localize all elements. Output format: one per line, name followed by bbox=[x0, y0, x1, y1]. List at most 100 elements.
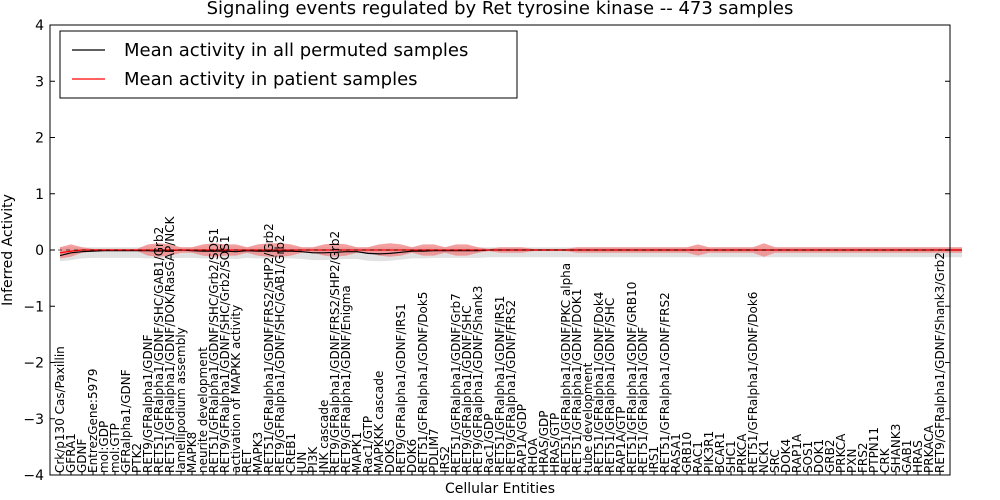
x-tick-label: PI3K bbox=[306, 446, 320, 473]
x-tick-label: neurite development bbox=[196, 347, 210, 473]
y-tick-label: −2 bbox=[23, 356, 44, 372]
x-tick-label: GDNF bbox=[75, 438, 89, 473]
legend-box bbox=[59, 30, 518, 99]
y-axis-title: Inferred Activity bbox=[0, 194, 16, 306]
y-tick-label: −1 bbox=[23, 299, 44, 315]
x-tick-label: RET51/GFRalpha1/GDNF/DOK/RasGAP/NCK bbox=[163, 215, 177, 473]
x-tick-label: RET9/GFRalpha1/GDNF/SHC bbox=[460, 305, 474, 473]
x-tick-label: RET51/GFRalpha1/GDNF/Dok5 bbox=[416, 292, 430, 473]
legend: Mean activity in all permuted samples Me… bbox=[59, 30, 518, 99]
x-tick-label: SHC1 bbox=[724, 440, 738, 473]
x-tick-label: RET51/GFRalpha1/GDNF/IRS1 bbox=[493, 296, 507, 473]
y-axis: −4 −3 −2 −1 0 1 2 3 4 bbox=[23, 18, 950, 484]
x-tick-label: RET51/GFRalpha1/GDNF/Dok4 bbox=[592, 292, 606, 473]
x-tick-label: MAPK3 bbox=[251, 432, 265, 473]
x-tick-label: GRB2 bbox=[823, 439, 837, 473]
y-tick-label: 3 bbox=[35, 74, 44, 90]
x-tick-label: CREB1 bbox=[284, 433, 298, 473]
x-tick-label: RET51/GFRalpha1/GDNF/SHC bbox=[603, 298, 617, 473]
x-tick-label: RET51/GFRalpha1/GDNF/FRS2/SHP2/Grb2 bbox=[262, 223, 276, 473]
x-tick-label: GFRA1 bbox=[64, 433, 78, 473]
x-tick-label: RET51/GFRalpha1/GDNF/GRB10 bbox=[625, 282, 639, 473]
x-tick-label: RET9/GFRalpha1/GDNF/SHC/Grb2/SOS1 bbox=[218, 235, 232, 473]
x-tick-label: RAP1A/GTP bbox=[614, 406, 628, 473]
x-tick-label: mol:GTP bbox=[108, 423, 122, 473]
x-tick-label: PRKCA bbox=[834, 433, 848, 473]
y-tick-label: 2 bbox=[35, 131, 44, 147]
x-tick-label: MAPK8 bbox=[185, 432, 199, 473]
x-tick-label: PDLIM7 bbox=[427, 428, 441, 473]
legend-label-patient: Mean activity in patient samples bbox=[124, 69, 418, 90]
x-tick-label: RAP1A bbox=[790, 433, 804, 473]
x-tick-label: RAC1 bbox=[691, 441, 705, 473]
x-tick-label: DOK5 bbox=[383, 439, 397, 473]
y-tick-label: −3 bbox=[23, 412, 44, 428]
patient-band bbox=[60, 243, 962, 259]
x-tick-label: PTPN11 bbox=[867, 427, 881, 473]
x-tick-label: Rac1/GDP bbox=[482, 414, 496, 473]
x-tick-label: MAPK1 bbox=[350, 432, 364, 473]
x-tick-label: RET bbox=[240, 449, 254, 473]
x-tick-label: MAPKKK cascade bbox=[372, 371, 386, 473]
x-tick-label: RET9/GFRalpha1/GDNF/IRS1 bbox=[394, 303, 408, 473]
x-tick-label: GRB10 bbox=[680, 432, 694, 473]
bands bbox=[60, 243, 962, 262]
x-tick-label: RET9/GFRalpha1/GDNF/Shank3 bbox=[471, 286, 485, 473]
x-tick-label: JNK cascade bbox=[317, 400, 331, 474]
x-tick-label: activation of MAPKK activity bbox=[229, 305, 243, 473]
x-tick-label: RASA1 bbox=[669, 433, 683, 473]
x-tick-label: Rac1/GTP bbox=[361, 416, 375, 473]
x-tick-label: SOS1 bbox=[801, 441, 815, 473]
x-tick-label: PXN bbox=[845, 449, 859, 473]
x-tick-label: CRK bbox=[878, 447, 892, 473]
x-tick-label: PRKACA bbox=[922, 424, 936, 473]
x-tick-label: RET9/GFRalpha1/GDNF/Enigma bbox=[339, 285, 353, 473]
x-tick-label: HRAS/GTP bbox=[548, 413, 562, 473]
x-tick-label: FRS2 bbox=[856, 443, 870, 474]
x-tick-label: RET51/GFRalpha1/GDNF/DOK1 bbox=[570, 289, 584, 473]
x-tick-label: RET51/GFRalpha1/GDNF/FRS2 bbox=[658, 292, 672, 473]
x-tick-label: RET51/GFRalpha1/GDNF/PKC alpha bbox=[559, 263, 573, 473]
series-lines bbox=[50, 249, 962, 257]
y-tick-label: −4 bbox=[23, 468, 44, 484]
x-tick-label: HRAS bbox=[911, 440, 925, 473]
x-tick-label: RET9/GFRalpha1/GDNF/Shank3/Grb2 bbox=[933, 252, 947, 473]
x-tick-label: lamellipodium assembly bbox=[174, 327, 188, 473]
x-tick-label: IRS2 bbox=[438, 446, 452, 473]
x-tick-label: GAB1 bbox=[900, 440, 914, 473]
y-tick-label: 4 bbox=[35, 18, 44, 34]
x-tick-label: DOK1 bbox=[812, 439, 826, 473]
x-tick-label: RET51/GFRalpha1/GDNF/Grb7 bbox=[449, 293, 463, 473]
x-tick-label: mol:GDP bbox=[97, 421, 111, 473]
x-tick-label: RET51/GFRalpha1/GDNF/Dok6 bbox=[746, 292, 760, 473]
x-tick-label: RET51/GFRalpha1/GDNF bbox=[636, 327, 650, 473]
x-tick-label: EntrezGene:5979 bbox=[86, 369, 100, 474]
y-tick-label: 0 bbox=[35, 243, 44, 259]
x-axis-title: Cellular Entities bbox=[445, 481, 555, 497]
x-tick-label: RET9/GFRalpha1/GDNF/FRS2/SHP2/Grb2 bbox=[328, 231, 342, 473]
chart-title: Signaling events regulated by Ret tyrosi… bbox=[207, 0, 794, 19]
x-tick-label: NCK1 bbox=[757, 440, 771, 473]
y-tick-label: 1 bbox=[35, 187, 44, 203]
x-tick-label: PTK2 bbox=[130, 443, 144, 473]
x-tick-label: RET9/GFRalpha1/GDNF/FRS2 bbox=[504, 300, 518, 473]
x-tick-label: RET51/GFRalpha1/GDNF/SHC/Grb2/SOS1 bbox=[207, 228, 221, 473]
x-tick-label: SHANK3 bbox=[889, 424, 903, 473]
x-tick-label: PRKCA bbox=[735, 433, 749, 473]
x-tick-label: Crk/p130 Cas/Paxillin bbox=[53, 346, 67, 473]
x-tick-label: GFRalpha1/GDNF bbox=[119, 369, 133, 473]
x-tick-label: RHOA bbox=[526, 437, 540, 473]
x-tick-label: JUN bbox=[295, 452, 309, 474]
x-tick-label: IRS1 bbox=[647, 446, 661, 473]
x-tick-label: RET51/GFRalpha1/GDNF/SHC/GAB1/Grb2 bbox=[152, 227, 166, 473]
x-tick-label: SRC bbox=[768, 449, 782, 473]
x-tick-label: tube development bbox=[581, 362, 595, 473]
x-tick-label: RET9/GFRalpha1/GDNF bbox=[141, 334, 155, 473]
x-tick-label: RAP1A/GDP bbox=[515, 404, 529, 473]
x-tick-label: BCAR1 bbox=[713, 432, 727, 473]
x-tick-label: RET9/GFRalpha1/GDNF/SHC/GAB1/Grb2 bbox=[273, 234, 287, 473]
legend-label-permuted: Mean activity in all permuted samples bbox=[124, 40, 468, 61]
x-axis: Crk/p130 Cas/PaxillinGFRA1GDNFEntrezGene… bbox=[53, 215, 947, 475]
x-tick-label: PIK3R1 bbox=[702, 431, 716, 473]
